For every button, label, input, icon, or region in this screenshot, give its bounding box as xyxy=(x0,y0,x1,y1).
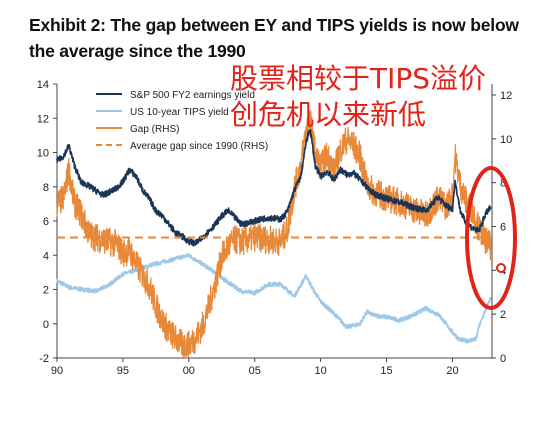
left-tick-label: 0 xyxy=(43,319,49,331)
series-group xyxy=(56,110,492,360)
left-tick-label: -2 xyxy=(39,353,49,365)
x-tick-label: 10 xyxy=(315,365,327,377)
overlay-text-line-2: 创危机以来新低 xyxy=(230,98,426,131)
left-tick-label: 2 xyxy=(43,285,49,297)
left-tick-label: 6 xyxy=(43,216,49,228)
chart-title: Exhibit 2: The gap between EY and TIPS y… xyxy=(29,15,519,61)
series-line-2 xyxy=(56,110,492,360)
highlight-dot xyxy=(496,263,506,273)
x-tick-label: 90 xyxy=(51,365,63,377)
right-tick-label: 6 xyxy=(500,221,506,233)
right-tick-label: 8 xyxy=(500,178,506,190)
left-tick-label: 12 xyxy=(37,113,49,125)
x-tick-label: 15 xyxy=(380,365,392,377)
x-tick-label: 00 xyxy=(183,365,195,377)
series-line-0 xyxy=(56,128,492,247)
legend-label: Average gap since 1990 (RHS) xyxy=(130,141,268,152)
legend-label: US 10-year TIPS yield xyxy=(130,107,229,118)
right-tick-label: 12 xyxy=(500,90,512,102)
overlay-text-line-1: 股票相较于TIPS溢价 xyxy=(230,62,486,95)
right-tick-label: 10 xyxy=(500,134,512,146)
x-tick-label: 20 xyxy=(446,365,458,377)
highlight-ellipse xyxy=(465,166,517,310)
x-tick-label: 05 xyxy=(249,365,261,377)
legend-label: S&P 500 FY2 earnings yield xyxy=(130,90,255,101)
legend-label: Gap (RHS) xyxy=(130,124,179,135)
left-tick-label: 8 xyxy=(43,182,49,194)
series-line-1 xyxy=(56,252,492,344)
left-tick-label: 10 xyxy=(37,148,49,160)
x-tick-label: 95 xyxy=(117,365,129,377)
legend: S&P 500 FY2 earnings yield US 10-year TIP… xyxy=(96,90,268,152)
right-tick-label: 0 xyxy=(500,353,506,365)
left-tick-label: 4 xyxy=(43,250,49,262)
right-tick-label: 2 xyxy=(500,309,506,321)
left-tick-label: 14 xyxy=(37,79,49,91)
